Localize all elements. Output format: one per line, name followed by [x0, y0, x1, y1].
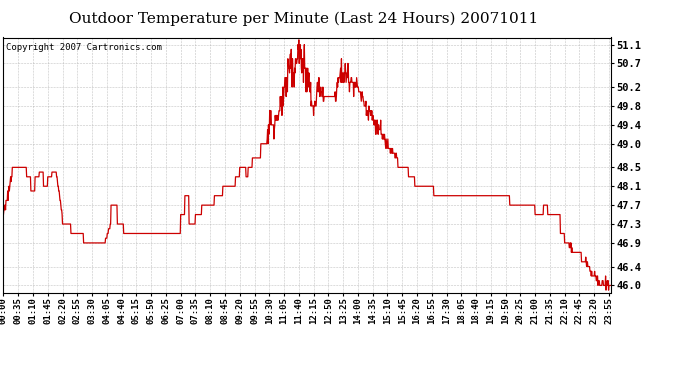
Text: Outdoor Temperature per Minute (Last 24 Hours) 20071011: Outdoor Temperature per Minute (Last 24 … — [69, 11, 538, 26]
Text: Copyright 2007 Cartronics.com: Copyright 2007 Cartronics.com — [6, 43, 162, 52]
